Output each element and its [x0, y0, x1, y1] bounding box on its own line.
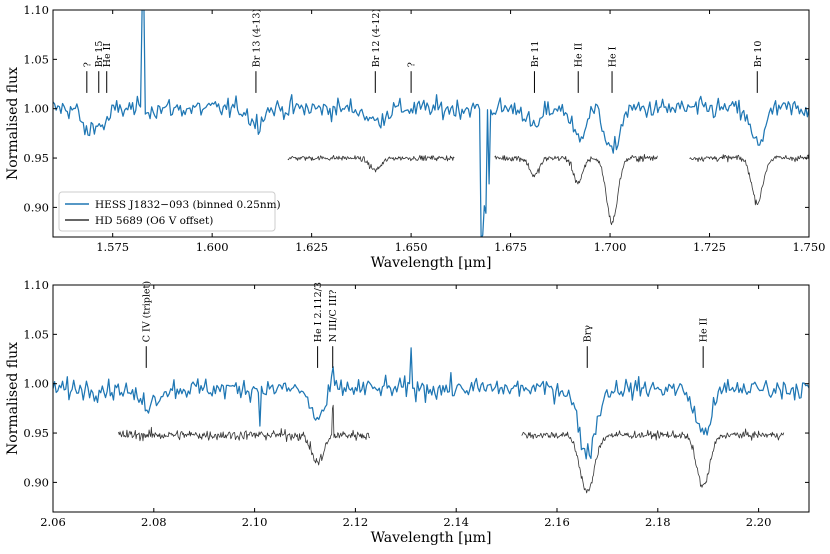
series-line-hd5689-segment-3: [689, 154, 809, 206]
y-tick-label: 1.05: [23, 52, 49, 66]
series-line-hess-segment-1: [53, 10, 809, 237]
x-tick-label: 2.12: [343, 515, 369, 529]
x-tick-label: 1.675: [494, 240, 527, 254]
series-line-hess-segment-1: [53, 347, 809, 460]
plot-frame: [52, 284, 810, 513]
x-tick-label: 1.650: [395, 240, 428, 254]
x-tick-label: 1.600: [196, 240, 229, 254]
x-tick-label: 2.20: [746, 515, 772, 529]
annotation-label: ?: [82, 62, 93, 67]
annotation-label: Brγ: [583, 325, 594, 343]
annotation-label: He I 2.112/3: [313, 282, 324, 342]
y-tick-label: 1.00: [23, 102, 49, 116]
legend-box: [58, 191, 276, 232]
x-tick-label: 2.14: [443, 515, 469, 529]
x-tick-label: 2.16: [544, 515, 570, 529]
series-line-hd5689-segment-2: [521, 428, 785, 494]
annotation-label: Br 15: [94, 41, 105, 68]
x-tick-label: 1.750: [793, 240, 826, 254]
x-tick-label: 2.06: [40, 515, 66, 529]
annotation-label: ?: [407, 62, 418, 67]
y-tick-label: 0.90: [23, 200, 49, 214]
y-tick-label: 1.10: [23, 3, 49, 17]
annotation-label: C IV (triplet): [142, 281, 153, 342]
annotation-label: N III/C III?: [328, 290, 339, 342]
annotation-label: Br 10: [753, 41, 764, 68]
legend-entry: HD 5689 (O6 V offset): [95, 215, 213, 227]
series-line-hd5689-segment-1: [118, 404, 370, 466]
annotation-label: Br 11: [530, 41, 541, 68]
x-axis-title: Wavelength [μm]: [371, 255, 492, 271]
y-axis-title: Normalised flux: [5, 342, 21, 455]
x-axis-title: Wavelength [μm]: [371, 530, 492, 546]
annotation-label: He I: [608, 46, 619, 67]
legend-entry: HESS J1832−093 (binned 0.25nm): [95, 199, 281, 211]
series-line-hd5689-segment-1: [287, 154, 455, 173]
x-tick-label: 1.725: [693, 240, 726, 254]
annotation-label: Br 13 (4-13): [251, 9, 262, 67]
y-tick-label: 1.10: [23, 278, 49, 292]
x-tick-label: 1.700: [594, 240, 627, 254]
panel-2: C IV (triplet) He I 2.112/3 N III/C III? Br…: [5, 278, 810, 546]
annotation-label: He II: [699, 318, 710, 343]
y-tick-label: 1.00: [23, 377, 49, 391]
x-tick-label: 1.575: [96, 240, 129, 254]
annotation-label: Br 12 (4-12): [371, 9, 382, 67]
plot-frame: [52, 9, 810, 238]
x-tick-label: 2.08: [141, 515, 167, 529]
x-tick-label: 1.625: [295, 240, 328, 254]
y-tick-label: 0.90: [23, 475, 49, 489]
y-axis-title: Normalised flux: [5, 67, 21, 180]
series-line-hd5689-segment-2: [494, 153, 658, 226]
annotation-label: He II: [574, 43, 585, 68]
y-tick-label: 1.05: [23, 327, 49, 341]
x-tick-label: 2.10: [242, 515, 268, 529]
legend: HESS J1832−093 (binned 0.25nm) HD 5689 (O…: [58, 191, 281, 232]
y-tick-label: 0.95: [23, 426, 49, 440]
annotation-label: He II: [102, 43, 113, 68]
y-tick-label: 0.95: [23, 151, 49, 165]
x-tick-label: 2.18: [645, 515, 671, 529]
